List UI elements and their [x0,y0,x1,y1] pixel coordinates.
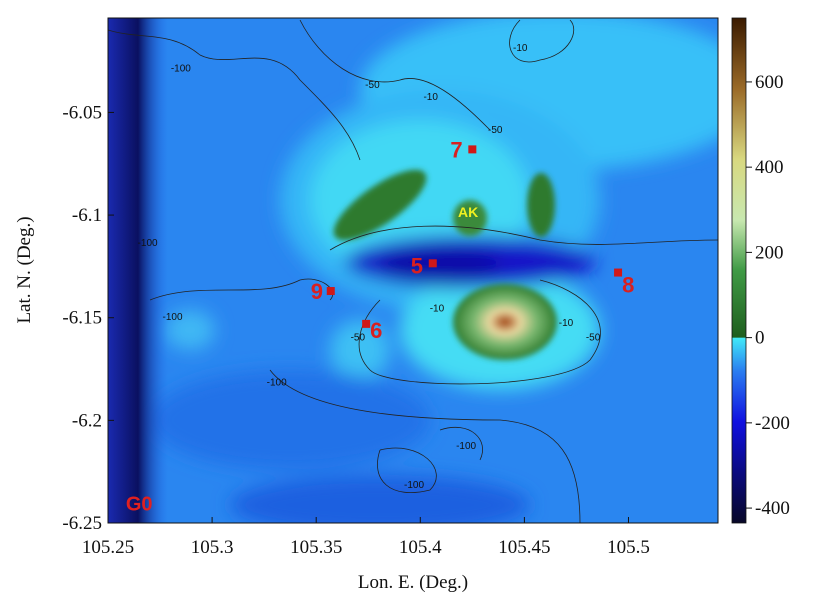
colorbar-tick-label: -200 [755,413,790,434]
contour-label: -100 [456,441,476,452]
x-tick-label: 105.35 [290,537,342,558]
contour-label: -10 [423,92,438,103]
contour-label: -50 [488,125,503,136]
station-label: 6 [370,318,382,343]
colorbar-tick-label: 0 [755,328,765,349]
colorbar-tick-label: 400 [755,157,784,178]
contour-label: -10 [430,304,445,315]
contour-label: -50 [586,332,601,343]
contour-label: -10 [513,43,528,54]
colorbar [731,17,747,524]
x-tick-label: 105.25 [82,537,134,558]
station-label: 5 [411,253,423,278]
contour-label: -100 [404,480,424,491]
contour-label: -10 [559,318,574,329]
plot-frame [107,17,719,524]
station-marker [326,287,335,296]
colorbar-tick-label: 200 [755,242,784,263]
station-marker [428,259,437,268]
y-tick-label: -6.25 [62,513,102,534]
x-tick-label: 105.3 [191,537,234,558]
y-tick-label: -6.2 [72,410,102,431]
station-marker [468,145,477,154]
contour-label: -100 [171,63,191,74]
y-tick-label: -6.1 [72,205,102,226]
x-tick-label: 105.5 [607,537,650,558]
colorbar-tick-label: 600 [755,72,784,93]
y-axis-label: Lat. N. (Deg.) [14,216,35,323]
station-label: 7 [450,137,462,162]
station-marker [362,319,371,328]
station-label: 8 [622,273,634,298]
place-label: AK [458,204,478,220]
colorbar-tick-label: -400 [755,498,790,519]
x-tick-label: 105.4 [399,537,442,558]
contour-label: -100 [267,377,287,388]
station-label: 9 [311,279,323,304]
y-tick-label: -6.15 [62,308,102,329]
x-tick-label: 105.45 [498,537,550,558]
contour-label: -100 [138,238,158,249]
contour-label: -50 [365,80,380,91]
map-field [108,18,718,523]
station-marker [614,268,623,277]
contour-label: -50 [351,332,366,343]
x-axis-label: Lon. E. (Deg.) [358,572,468,593]
y-tick-label: -6.05 [62,102,102,123]
contour-label: -100 [163,312,183,323]
place-label: G0 [126,494,153,516]
